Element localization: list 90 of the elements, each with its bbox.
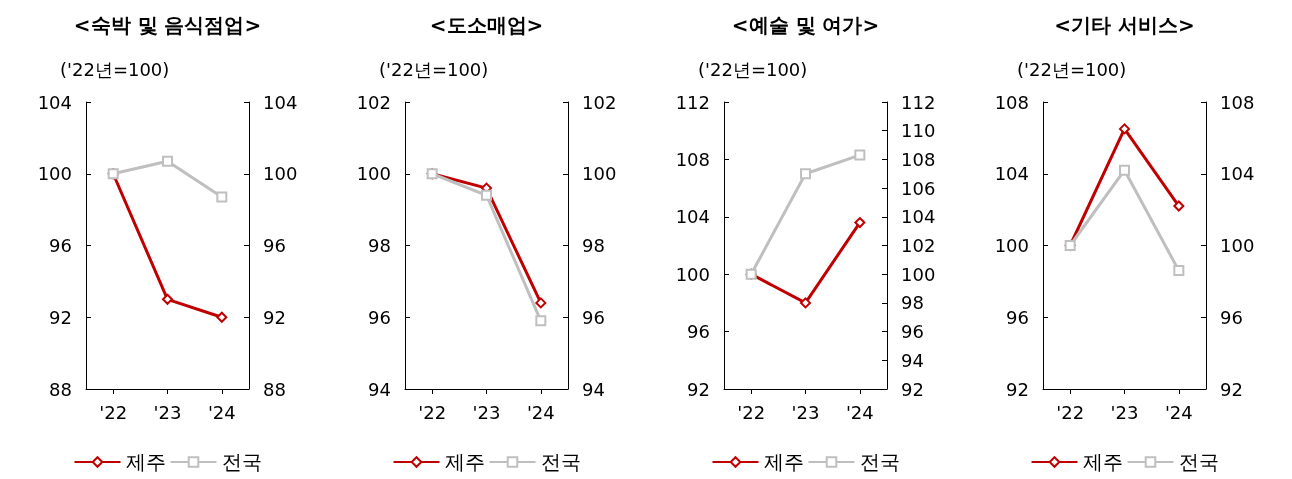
legend-label: 제주 — [1082, 450, 1123, 474]
y2-tick-label: 104 — [1220, 163, 1255, 185]
point — [854, 149, 866, 161]
point — [162, 155, 173, 167]
y2-tick-label: 104 — [263, 91, 298, 113]
y-tick-label: 92 — [49, 306, 72, 328]
y-tick-label: 104 — [37, 91, 72, 113]
y-tick-label: 104 — [675, 206, 710, 228]
legend-label: 전국 — [221, 450, 262, 474]
point — [800, 297, 811, 309]
y2-tick-label: 110 — [901, 120, 936, 142]
y-tick-label: 108 — [994, 91, 1029, 113]
y2-tick-label: 100 — [582, 163, 617, 185]
legend-label: 제주 — [125, 450, 166, 474]
y2-tick-label: 96 — [263, 235, 286, 256]
point — [1119, 164, 1130, 176]
x-tick-label: '23 — [472, 401, 501, 423]
x-tick-label: '23 — [791, 401, 820, 423]
point — [800, 168, 811, 180]
point — [535, 297, 547, 309]
legend-label: 전국 — [1178, 450, 1219, 474]
y2-tick-label: 100 — [1220, 235, 1255, 256]
legend-label: 제주 — [763, 450, 804, 474]
x-tick-label: '22 — [99, 401, 128, 423]
text: ('22년=100) — [698, 58, 808, 80]
y-tick-label: 100 — [356, 163, 391, 185]
y2-tick-label: 108 — [901, 148, 936, 170]
chart-title: <예술 및 여가> — [731, 13, 880, 37]
y-tick-label: 88 — [49, 378, 72, 400]
legend-label: 전국 — [859, 450, 900, 474]
y-tick-label: 98 — [368, 235, 391, 256]
chart-title: <숙박 및 음식점업> — [73, 13, 262, 37]
x-tick-label: '23 — [1110, 401, 1139, 423]
x-tick-label: '22 — [418, 401, 447, 423]
y2-tick-label: 104 — [901, 206, 936, 228]
y2-tick-label: 98 — [582, 235, 605, 256]
y2-tick-label: 94 — [901, 349, 924, 371]
y-tick-label: 92 — [1006, 378, 1029, 400]
point — [162, 293, 173, 305]
text: ('22년=100) — [379, 58, 489, 80]
y2-tick-label: 106 — [901, 177, 936, 199]
point — [216, 191, 228, 203]
x-tick-label: '23 — [153, 401, 182, 423]
text: ('22년=100) — [1017, 58, 1127, 80]
y-tick-label: 96 — [1006, 306, 1029, 328]
x-tick-label: '22 — [737, 401, 766, 423]
y2-tick-label: 100 — [901, 263, 936, 285]
y2-tick-label: 96 — [1220, 306, 1243, 328]
text: ('22년=100) — [60, 58, 170, 80]
legend-label: 전국 — [540, 450, 581, 474]
y-tick-label: 100 — [675, 263, 710, 285]
y-tick-label: 112 — [675, 91, 710, 113]
point — [216, 311, 228, 323]
y2-tick-label: 100 — [263, 163, 298, 185]
y2-tick-label: 92 — [901, 378, 924, 400]
y-tick-label: 96 — [368, 306, 391, 328]
y2-tick-label: 92 — [1220, 378, 1243, 400]
y-tick-label: 100 — [37, 163, 72, 185]
x-tick-label: '24 — [845, 401, 874, 423]
x-tick-label: '24 — [207, 401, 236, 423]
point — [535, 315, 547, 327]
y2-tick-label: 102 — [901, 235, 936, 256]
y2-tick-label: 98 — [901, 292, 924, 314]
y2-tick-label: 92 — [263, 306, 286, 328]
y2-tick-label: 96 — [582, 306, 605, 328]
y-tick-label: 96 — [49, 235, 72, 256]
point — [854, 217, 866, 229]
point — [1173, 265, 1185, 277]
x-tick-label: '22 — [1056, 401, 1085, 423]
y2-tick-label: 108 — [1220, 91, 1255, 113]
x-tick-label: '24 — [1164, 401, 1193, 423]
y-tick-label: 100 — [994, 235, 1029, 256]
y2-tick-label: 88 — [263, 378, 286, 400]
y-tick-label: 96 — [687, 321, 710, 343]
chart-title: <기타 서비스> — [1054, 13, 1195, 37]
y2-tick-label: 112 — [901, 91, 936, 113]
y-tick-label: 94 — [368, 378, 391, 400]
y-tick-label: 108 — [675, 148, 710, 170]
legend-label: 제주 — [444, 450, 485, 474]
y2-tick-label: 94 — [582, 378, 605, 400]
y-tick-label: 102 — [356, 91, 391, 113]
y2-tick-label: 102 — [582, 91, 617, 113]
x-tick-label: '24 — [526, 401, 555, 423]
y2-tick-label: 96 — [901, 321, 924, 343]
y-tick-label: 104 — [994, 163, 1029, 185]
y-tick-label: 92 — [687, 378, 710, 400]
point — [481, 189, 492, 201]
point — [1173, 200, 1185, 212]
point — [1119, 123, 1130, 135]
chart-title: <도소매업> — [429, 13, 544, 37]
